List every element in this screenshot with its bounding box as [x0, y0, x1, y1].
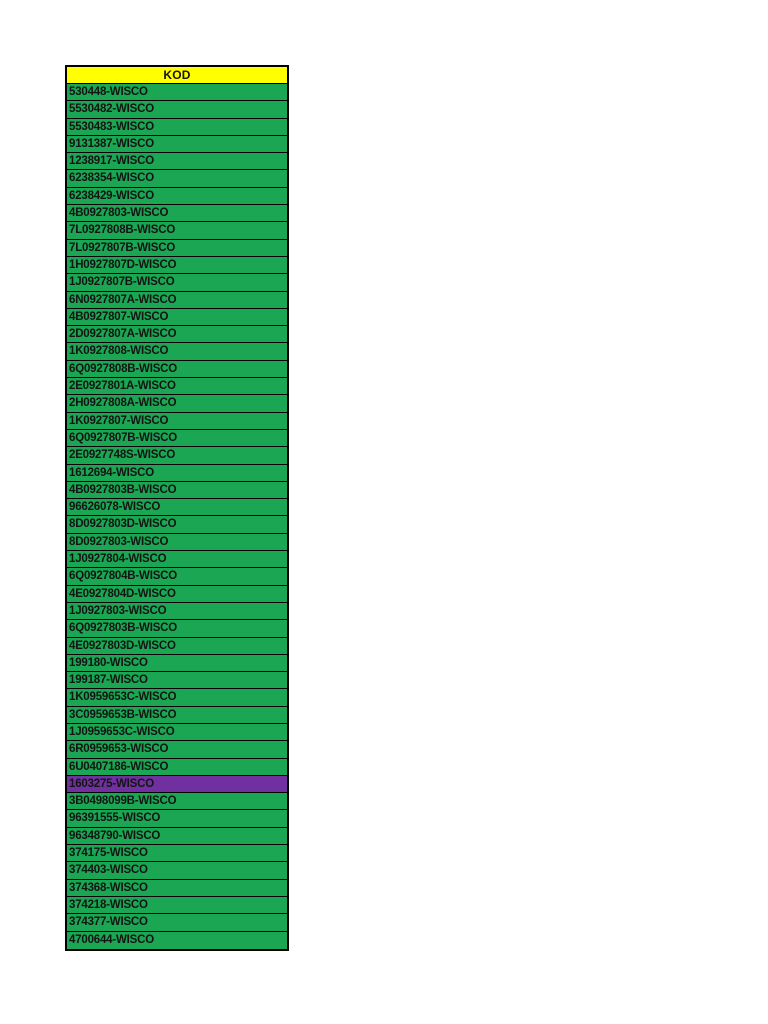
table-row[interactable]: 5530483-WISCO	[67, 118, 287, 136]
table-row[interactable]: 6N0927807A-WISCO	[67, 291, 287, 309]
table-row[interactable]: 1J0927807B-WISCO	[67, 274, 287, 292]
table-row[interactable]: 2E0927748S-WISCO	[67, 447, 287, 465]
table-row[interactable]: 6238354-WISCO	[67, 170, 287, 188]
table-row[interactable]: 374175-WISCO	[67, 845, 287, 863]
table-row[interactable]: 96626078-WISCO	[67, 499, 287, 517]
table-row[interactable]: 6238429-WISCO	[67, 187, 287, 206]
table-row[interactable]: 374368-WISCO	[67, 879, 287, 897]
table-row[interactable]: 1603275-WISCO	[67, 775, 287, 794]
table-row[interactable]: 3C0959653B-WISCO	[67, 706, 287, 724]
table-row[interactable]: 2H0927808A-WISCO	[67, 395, 287, 413]
table-row[interactable]: 8D0927803D-WISCO	[67, 516, 287, 534]
table-row[interactable]: 6Q0927804B-WISCO	[67, 568, 287, 586]
table-row[interactable]: 96348790-WISCO	[67, 827, 287, 846]
table-row[interactable]: 2D0927807A-WISCO	[67, 326, 287, 344]
kod-header-cell[interactable]: KOD	[67, 67, 287, 84]
table-row[interactable]: 2E0927801A-WISCO	[67, 378, 287, 396]
table-row[interactable]: 4B0927807-WISCO	[67, 308, 287, 327]
table-row[interactable]: 4700644-WISCO	[67, 931, 287, 949]
table-row[interactable]: 5530482-WISCO	[67, 101, 287, 119]
table-row[interactable]: 4B0927803-WISCO	[67, 205, 287, 223]
table-row[interactable]: 199187-WISCO	[67, 672, 287, 690]
table-row[interactable]: 1K0927808-WISCO	[67, 343, 287, 361]
table-row[interactable]: 6R0959653-WISCO	[67, 741, 287, 759]
table-row[interactable]: 374377-WISCO	[67, 914, 287, 932]
table-row[interactable]: 6Q0927803B-WISCO	[67, 620, 287, 638]
table-row[interactable]: 4E0927804D-WISCO	[67, 585, 287, 603]
table-row[interactable]: 1H0927807D-WISCO	[67, 256, 287, 275]
table-row[interactable]: 9131387-WISCO	[67, 135, 287, 154]
table-row[interactable]: 1J0927804-WISCO	[67, 551, 287, 569]
table-row[interactable]: 1238917-WISCO	[67, 153, 287, 171]
table-row[interactable]: 199180-WISCO	[67, 654, 287, 673]
table-row[interactable]: 1612694-WISCO	[67, 464, 287, 482]
table-row[interactable]: 1K0959653C-WISCO	[67, 689, 287, 707]
table-row[interactable]: 7L0927808B-WISCO	[67, 222, 287, 240]
table-row[interactable]: 3B0498099B-WISCO	[67, 793, 287, 811]
table-row[interactable]: 8D0927803-WISCO	[67, 533, 287, 552]
table-row[interactable]: 530448-WISCO	[67, 84, 287, 102]
table-row[interactable]: 374218-WISCO	[67, 896, 287, 915]
table-row[interactable]: 4E0927803D-WISCO	[67, 637, 287, 655]
table-row[interactable]: 1J0959653C-WISCO	[67, 723, 287, 742]
table-row[interactable]: 374403-WISCO	[67, 862, 287, 880]
kod-rows-container: 530448-WISCO 5530482-WISCO 5530483-WISCO 91…	[67, 84, 287, 949]
table-row[interactable]: 6U0407186-WISCO	[67, 758, 287, 776]
table-row[interactable]: 6Q0927807B-WISCO	[67, 429, 287, 448]
table-row[interactable]: 96391555-WISCO	[67, 810, 287, 828]
table-row[interactable]: 4B0927803B-WISCO	[67, 481, 287, 500]
table-row[interactable]: 1J0927803-WISCO	[67, 602, 287, 621]
table-row[interactable]: 6Q0927808B-WISCO	[67, 360, 287, 379]
table-row[interactable]: 1K0927807-WISCO	[67, 412, 287, 430]
table-row[interactable]: 7L0927807B-WISCO	[67, 239, 287, 257]
kod-table: KOD 530448-WISCO 5530482-WISCO 5530483-WIS…	[65, 65, 289, 951]
